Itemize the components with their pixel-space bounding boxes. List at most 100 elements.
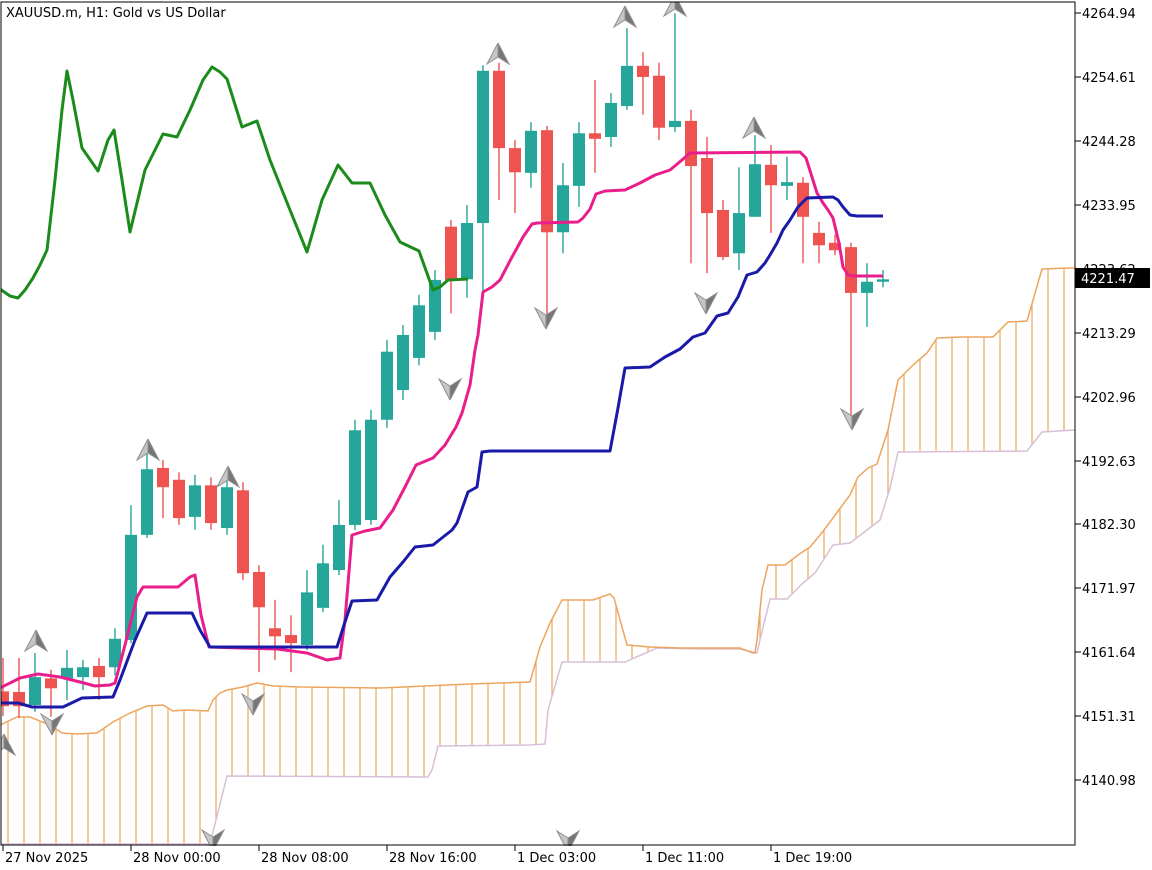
candle-bull bbox=[749, 135, 761, 217]
candle-bear bbox=[765, 145, 777, 233]
down-arrow-icon bbox=[555, 829, 581, 846]
candle-bear bbox=[205, 477, 217, 530]
candle-body bbox=[285, 635, 297, 644]
candle-bull bbox=[141, 451, 153, 538]
down-arrow-icon bbox=[533, 306, 559, 330]
candle-bull bbox=[29, 653, 41, 712]
kijun-line bbox=[1, 195, 883, 709]
candle-bull bbox=[557, 162, 569, 254]
candle-body bbox=[717, 209, 729, 258]
candle-bear bbox=[813, 221, 825, 264]
candle-body bbox=[557, 185, 569, 233]
kumo-cloud-fill bbox=[1, 268, 1075, 844]
candle-body bbox=[829, 242, 841, 251]
signal-arrows bbox=[1, 2, 865, 846]
candle-body bbox=[141, 469, 153, 535]
price-tick-label: 4140.98 bbox=[1082, 774, 1136, 789]
candle-body bbox=[877, 279, 889, 282]
arrow-right-face bbox=[753, 116, 767, 140]
tenkan-line bbox=[1, 150, 883, 690]
candle-bull bbox=[733, 167, 745, 271]
candle-bear bbox=[797, 177, 809, 264]
candle-bull bbox=[317, 544, 329, 613]
candle-body bbox=[381, 351, 393, 420]
green-overlay-line bbox=[1, 65, 469, 300]
arrow-right-face bbox=[545, 306, 559, 330]
candle-body bbox=[525, 130, 537, 173]
candle-bear bbox=[637, 52, 649, 115]
time-tick-label: 28 Nov 08:00 bbox=[261, 851, 349, 866]
candle-body bbox=[29, 677, 41, 705]
arrow-right-face bbox=[35, 629, 49, 653]
candle-body bbox=[301, 592, 313, 645]
candle-body bbox=[445, 226, 457, 280]
candle-bear bbox=[285, 615, 297, 673]
candle-bull bbox=[301, 570, 313, 650]
price-tick-label: 4171.97 bbox=[1082, 582, 1136, 597]
candle-bear bbox=[717, 200, 729, 261]
candle-bull bbox=[61, 649, 73, 701]
down-arrow-icon bbox=[693, 291, 719, 315]
candle-bear bbox=[13, 657, 25, 718]
time-tick-label: 28 Nov 16:00 bbox=[389, 851, 477, 866]
candle-body bbox=[317, 563, 329, 608]
price-tick-label: 4244.28 bbox=[1082, 135, 1136, 150]
candle-bear bbox=[509, 140, 521, 214]
down-arrow-icon bbox=[437, 377, 463, 401]
candle-body bbox=[461, 222, 473, 280]
candle-bear bbox=[589, 80, 601, 173]
candle-bull bbox=[189, 474, 201, 530]
candle-body bbox=[541, 130, 553, 233]
arrow-right-face bbox=[147, 438, 161, 462]
arrow-right-face bbox=[227, 465, 241, 489]
candle-bull bbox=[669, 13, 681, 133]
candle-body bbox=[605, 102, 617, 137]
down-arrow-icon bbox=[39, 712, 65, 736]
candle-body bbox=[477, 70, 489, 223]
candle-body bbox=[781, 182, 793, 186]
candle-body bbox=[237, 490, 249, 574]
candle-bear bbox=[237, 482, 249, 581]
price-tick-label: 4254.61 bbox=[1082, 71, 1136, 86]
candle-body bbox=[861, 281, 873, 293]
candle-bull bbox=[461, 205, 473, 298]
time-tick-label: 1 Dec 19:00 bbox=[773, 851, 852, 866]
candle-body bbox=[109, 638, 121, 668]
ichimoku-cloud bbox=[1, 267, 1075, 845]
candle-bull bbox=[381, 339, 393, 428]
candle-body bbox=[797, 182, 809, 217]
time-axis[interactable]: 27 Nov 2025 28 Nov 00:00 28 Nov 08:00 28 No… bbox=[2, 845, 852, 866]
candle-body bbox=[173, 479, 185, 519]
candle-body bbox=[749, 164, 761, 217]
current-price-badge: 4221.47 bbox=[1075, 268, 1150, 288]
candle-body bbox=[333, 524, 345, 571]
candle-body bbox=[397, 334, 409, 391]
candle-bull bbox=[781, 156, 793, 201]
candle-body bbox=[61, 667, 73, 680]
candle-body bbox=[429, 279, 441, 332]
candle-body bbox=[637, 65, 649, 77]
candle-body bbox=[349, 430, 361, 525]
candle-bull bbox=[109, 628, 121, 676]
price-axis[interactable]: 4264.944254.614244.284233.954223.624213.… bbox=[1075, 7, 1136, 789]
candle-bull bbox=[349, 419, 361, 530]
candle-body bbox=[653, 75, 665, 128]
price-tick-label: 4182.30 bbox=[1082, 518, 1136, 533]
arrow-right-face bbox=[51, 712, 65, 736]
arrow-right-face bbox=[497, 42, 511, 66]
plot-area[interactable] bbox=[0, 0, 1075, 852]
arrow-left-face bbox=[741, 116, 755, 140]
down-arrow-icon bbox=[240, 692, 266, 716]
candle-bull bbox=[333, 500, 345, 576]
up-arrow-icon bbox=[662, 2, 688, 18]
candle-body bbox=[205, 485, 217, 524]
chart-title: XAUUSD.m, H1: Gold vs US Dollar bbox=[6, 6, 226, 21]
time-tick-label: 27 Nov 2025 bbox=[5, 851, 88, 866]
arrow-right-face bbox=[449, 377, 463, 401]
candle-bull bbox=[573, 122, 585, 207]
price-badge-bg bbox=[1075, 268, 1150, 288]
time-tick-label: 1 Dec 11:00 bbox=[645, 851, 724, 866]
arrow-left-face bbox=[662, 2, 676, 18]
candle-bull bbox=[525, 122, 537, 188]
